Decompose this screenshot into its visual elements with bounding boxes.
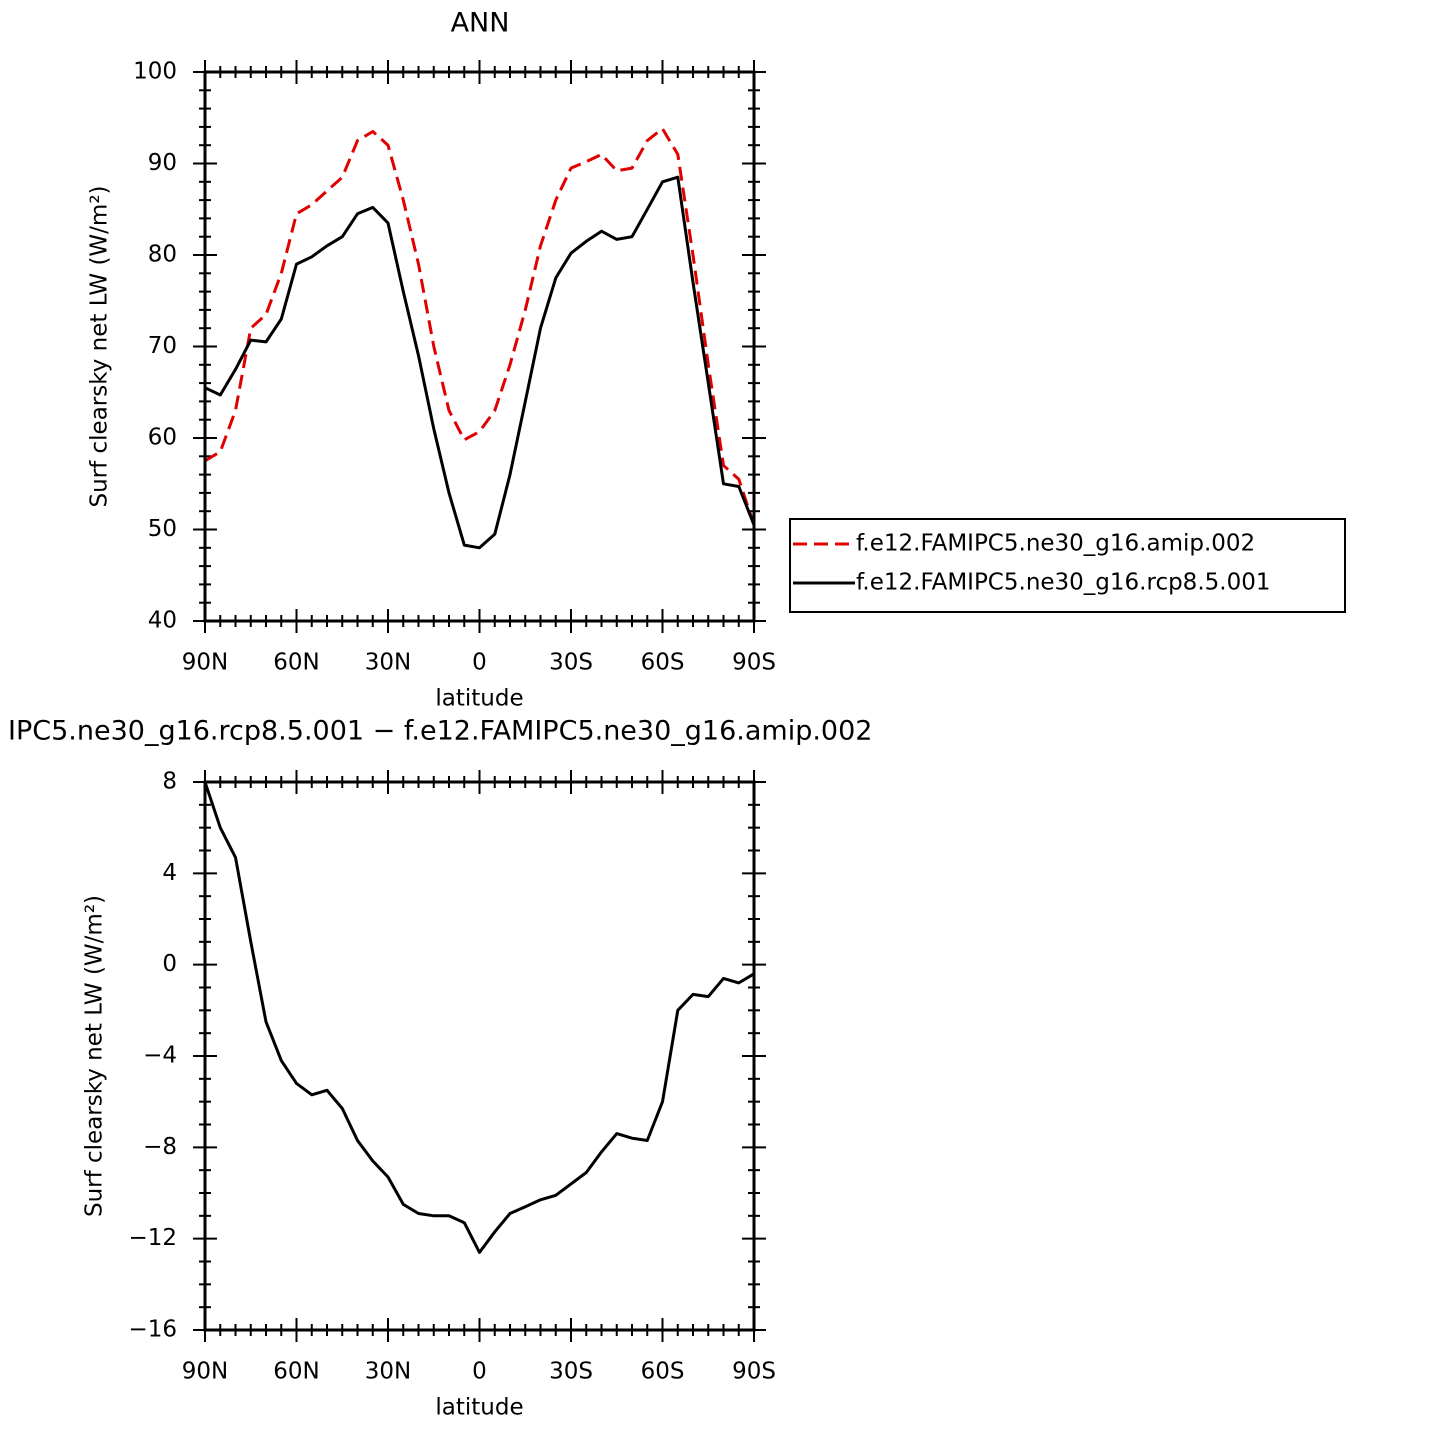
x-tick-label: 30N: [365, 650, 411, 676]
y-tick-label: 60: [148, 425, 177, 451]
y-tick-label: 4: [162, 860, 177, 886]
x-tick-label: 60S: [641, 650, 685, 676]
chart-title: IPC5.ne30_g16.rcp8.5.001 − f.e12.FAMIPC5…: [8, 716, 872, 747]
x-axis-label: latitude: [435, 1395, 523, 1421]
legend-label: f.e12.FAMIPC5.ne30_g16.amip.002: [856, 531, 1255, 557]
y-tick-label: −4: [143, 1043, 177, 1069]
plot-frame: [203, 70, 756, 623]
x-tick-label: 90N: [182, 1359, 228, 1385]
x-tick-label: 60N: [273, 1359, 319, 1385]
y-axis-label: Surf clearsky net LW (W/m²): [82, 895, 108, 1217]
y-tick-label: 80: [148, 242, 177, 268]
series-line: [204, 127, 756, 526]
y-axis-label: Surf clearsky net LW (W/m²): [87, 185, 113, 507]
y-tick-label: 90: [148, 150, 177, 176]
y-tick-label: 70: [148, 333, 177, 359]
x-tick-label: 90S: [732, 650, 776, 676]
y-tick-label: −12: [128, 1225, 177, 1251]
y-tick-label: 0: [162, 951, 177, 977]
y-tick-label: −16: [128, 1317, 177, 1343]
y-tick-label: 40: [148, 608, 177, 634]
legend-box: [789, 518, 1346, 613]
x-tick-label: 30N: [365, 1359, 411, 1385]
x-tick-label: 60S: [641, 1359, 685, 1385]
x-tick-label: 60N: [273, 650, 319, 676]
series-line: [203, 781, 755, 1254]
x-tick-label: 30S: [549, 650, 593, 676]
x-tick-label: 0: [472, 1359, 487, 1385]
plot-frame: [203, 780, 756, 1332]
y-tick-label: 50: [148, 516, 177, 542]
y-tick-label: 100: [133, 59, 177, 85]
x-tick-label: 30S: [549, 1359, 593, 1385]
x-tick-label: 90S: [732, 1359, 776, 1385]
x-axis-label: latitude: [435, 686, 523, 712]
x-tick-label: 0: [472, 650, 487, 676]
chart-title: ANN: [451, 8, 510, 39]
y-tick-label: −8: [143, 1134, 177, 1160]
legend-label: f.e12.FAMIPC5.ne30_g16.rcp8.5.001: [856, 570, 1270, 596]
y-tick-label: 8: [162, 769, 177, 795]
series-line: [204, 175, 756, 550]
x-tick-label: 90N: [182, 650, 228, 676]
